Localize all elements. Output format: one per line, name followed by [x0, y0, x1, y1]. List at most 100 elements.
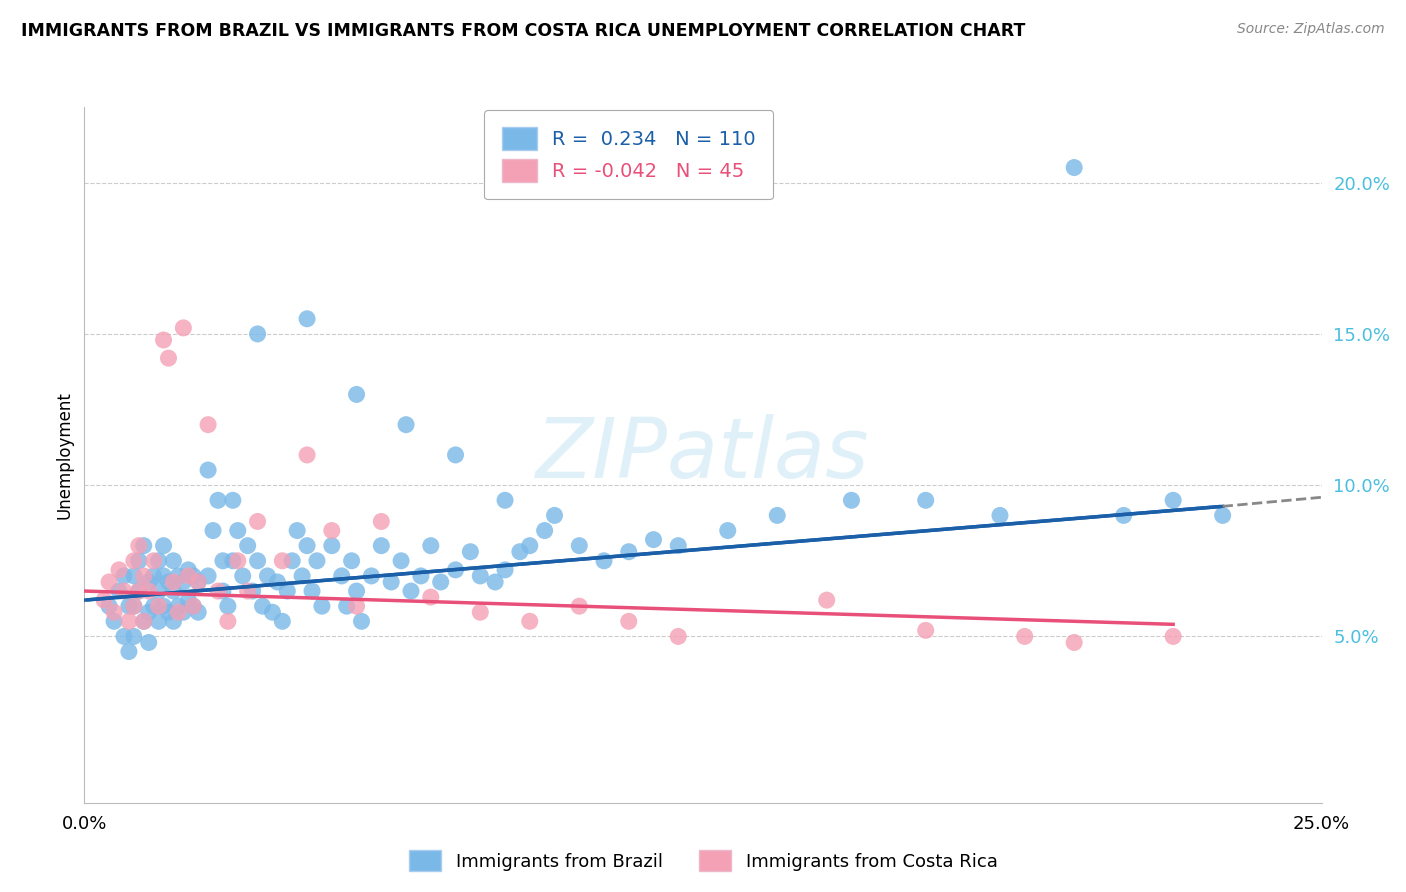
Point: [122, 554, 145, 568]
Point: [177, 593, 200, 607]
Point: [222, 493, 245, 508]
Point: [266, 574, 288, 589]
Point: [252, 599, 274, 614]
Point: [256, 569, 278, 583]
Point: [1161, 493, 1184, 508]
Point: [533, 524, 555, 538]
Point: [291, 569, 314, 583]
Point: [271, 554, 294, 568]
Point: [236, 584, 259, 599]
Point: [914, 493, 936, 508]
Point: [152, 569, 174, 583]
Point: [276, 584, 298, 599]
Point: [305, 554, 328, 568]
Point: [167, 569, 190, 583]
Point: [118, 615, 141, 629]
Point: [346, 387, 368, 401]
Point: [108, 584, 131, 599]
Point: [132, 615, 155, 629]
Point: [138, 584, 160, 599]
Text: ZIPatlas: ZIPatlas: [536, 415, 870, 495]
Point: [138, 574, 160, 589]
Point: [568, 599, 591, 614]
Point: [142, 599, 165, 614]
Point: [148, 615, 170, 629]
Point: [360, 569, 382, 583]
Point: [1014, 629, 1036, 643]
Point: [98, 574, 121, 589]
Point: [766, 508, 789, 523]
Point: [152, 539, 174, 553]
Text: IMMIGRANTS FROM BRAZIL VS IMMIGRANTS FROM COSTA RICA UNEMPLOYMENT CORRELATION CH: IMMIGRANTS FROM BRAZIL VS IMMIGRANTS FRO…: [21, 22, 1025, 40]
Point: [350, 615, 373, 629]
Point: [409, 569, 432, 583]
Point: [509, 545, 531, 559]
Point: [157, 574, 180, 589]
Point: [172, 605, 194, 619]
Point: [132, 615, 155, 629]
Point: [152, 599, 174, 614]
Point: [484, 574, 506, 589]
Point: [222, 554, 245, 568]
Point: [128, 584, 150, 599]
Point: [167, 599, 190, 614]
Point: [177, 563, 200, 577]
Point: [103, 605, 125, 619]
Point: [98, 599, 121, 614]
Point: [444, 448, 467, 462]
Point: [212, 584, 235, 599]
Legend: R =  0.234   N = 110, R = -0.042   N = 45: R = 0.234 N = 110, R = -0.042 N = 45: [484, 110, 773, 200]
Point: [148, 584, 170, 599]
Point: [419, 590, 441, 604]
Point: [122, 569, 145, 583]
Point: [122, 599, 145, 614]
Legend: Immigrants from Brazil, Immigrants from Costa Rica: Immigrants from Brazil, Immigrants from …: [401, 843, 1005, 879]
Point: [112, 629, 135, 643]
Point: [330, 569, 353, 583]
Point: [419, 539, 441, 553]
Point: [340, 554, 363, 568]
Point: [346, 584, 368, 599]
Point: [142, 569, 165, 583]
Point: [167, 605, 190, 619]
Point: [460, 545, 482, 559]
Point: [1212, 508, 1234, 523]
Point: [226, 524, 249, 538]
Point: [236, 539, 259, 553]
Point: [470, 605, 492, 619]
Point: [172, 321, 194, 335]
Point: [285, 524, 308, 538]
Point: [138, 635, 160, 649]
Point: [593, 554, 616, 568]
Point: [148, 599, 170, 614]
Point: [212, 554, 235, 568]
Point: [157, 605, 180, 619]
Point: [242, 584, 264, 599]
Point: [122, 629, 145, 643]
Point: [1063, 161, 1085, 175]
Point: [389, 554, 412, 568]
Point: [617, 545, 640, 559]
Point: [717, 524, 740, 538]
Point: [380, 574, 402, 589]
Point: [666, 539, 689, 553]
Point: [197, 417, 219, 432]
Point: [295, 539, 318, 553]
Point: [177, 569, 200, 583]
Point: [157, 351, 180, 365]
Point: [1161, 629, 1184, 643]
Point: [172, 574, 194, 589]
Point: [187, 605, 209, 619]
Point: [399, 584, 422, 599]
Y-axis label: Unemployment: Unemployment: [55, 391, 73, 519]
Point: [1063, 635, 1085, 649]
Point: [494, 493, 516, 508]
Point: [494, 563, 516, 577]
Point: [370, 539, 392, 553]
Point: [197, 463, 219, 477]
Point: [162, 584, 184, 599]
Point: [187, 574, 209, 589]
Point: [181, 569, 204, 583]
Point: [217, 615, 239, 629]
Point: [207, 584, 229, 599]
